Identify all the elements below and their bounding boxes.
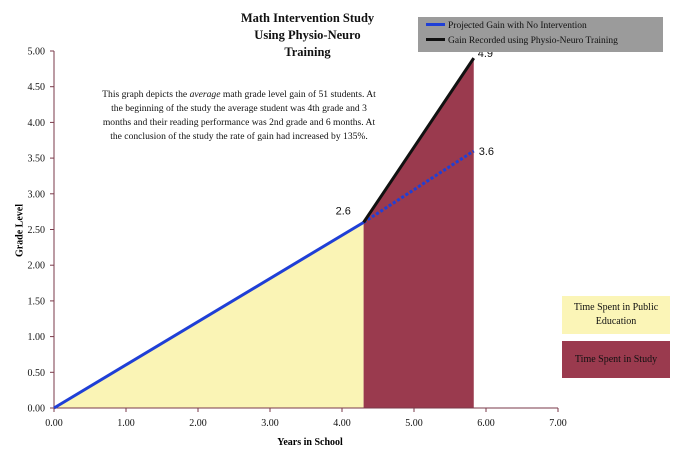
annotation-line-4: the conclusion of the study the rate of … xyxy=(110,131,368,142)
region-legend-public-education: Time Spent in Public Education xyxy=(562,296,670,334)
data-label: 2.6 xyxy=(336,205,351,217)
x-tick-label: 6.00 xyxy=(477,418,495,429)
legend-item-recorded: Gain Recorded using Physio-Neuro Trainin… xyxy=(426,36,618,46)
x-tick-label: 0.00 xyxy=(45,418,63,429)
legend-swatch-recorded xyxy=(426,38,445,42)
y-tick-label: 4.00 xyxy=(28,118,46,129)
legend: Projected Gain with No Intervention Gain… xyxy=(418,17,663,52)
title-line-1: Math Intervention Study xyxy=(240,11,375,25)
y-tick-label: 5.00 xyxy=(28,47,46,58)
y-tick-label: 3.50 xyxy=(28,154,46,165)
x-tick-label: 3.00 xyxy=(261,418,279,429)
annotation-line-2: the beginning of the study the average s… xyxy=(111,103,367,114)
y-tick-label: 2.50 xyxy=(28,225,46,236)
x-tick-label: 5.00 xyxy=(405,418,423,429)
legend-label-projected: Projected Gain with No Intervention xyxy=(448,21,587,31)
legend-item-projected: Projected Gain with No Intervention xyxy=(426,21,587,31)
y-tick-label: 0.50 xyxy=(28,368,46,379)
x-tick-label: 4.00 xyxy=(333,418,351,429)
region-public-education-area xyxy=(54,222,364,408)
y-tick-label: 1.00 xyxy=(28,332,46,343)
x-tick-label: 2.00 xyxy=(189,418,207,429)
legend-label-recorded: Gain Recorded using Physio-Neuro Trainin… xyxy=(448,36,618,46)
recorded-gain-line xyxy=(362,57,476,224)
annotation-line-1: This graph depicts the average math grad… xyxy=(102,89,376,100)
x-tick-label: 7.00 xyxy=(549,418,567,429)
y-tick-label: 4.50 xyxy=(28,82,46,93)
chart-annotation: This graph depicts the average math grad… xyxy=(96,88,382,144)
title-line-3: Training xyxy=(284,45,331,59)
region-label-study: Time Spent in Study xyxy=(574,353,658,365)
legend-swatch-projected xyxy=(426,23,445,27)
y-tick-label: 0.00 xyxy=(28,404,46,415)
data-label: 3.6 xyxy=(479,146,494,158)
region-study-area xyxy=(363,58,474,408)
chart-title: Math Intervention Study Using Physio-Neu… xyxy=(215,10,400,61)
x-tick-label: 1.00 xyxy=(117,418,135,429)
projected-gain-line xyxy=(53,221,365,410)
annotation-line-3: months and their reading performance was… xyxy=(102,117,376,128)
title-line-2: Using Physio-Neuro xyxy=(254,28,361,42)
y-axis-label: Grade Level xyxy=(14,203,26,258)
x-axis-label: Years in School xyxy=(277,437,343,448)
y-tick-label: 2.00 xyxy=(28,261,46,272)
y-tick-label: 3.00 xyxy=(28,189,46,200)
y-tick-label: 1.50 xyxy=(28,296,46,307)
region-legend-study: Time Spent in Study xyxy=(562,341,670,378)
projected-gain-dotted-line xyxy=(362,149,475,224)
region-label-public-education: Time Spent in Public Education xyxy=(573,302,659,327)
